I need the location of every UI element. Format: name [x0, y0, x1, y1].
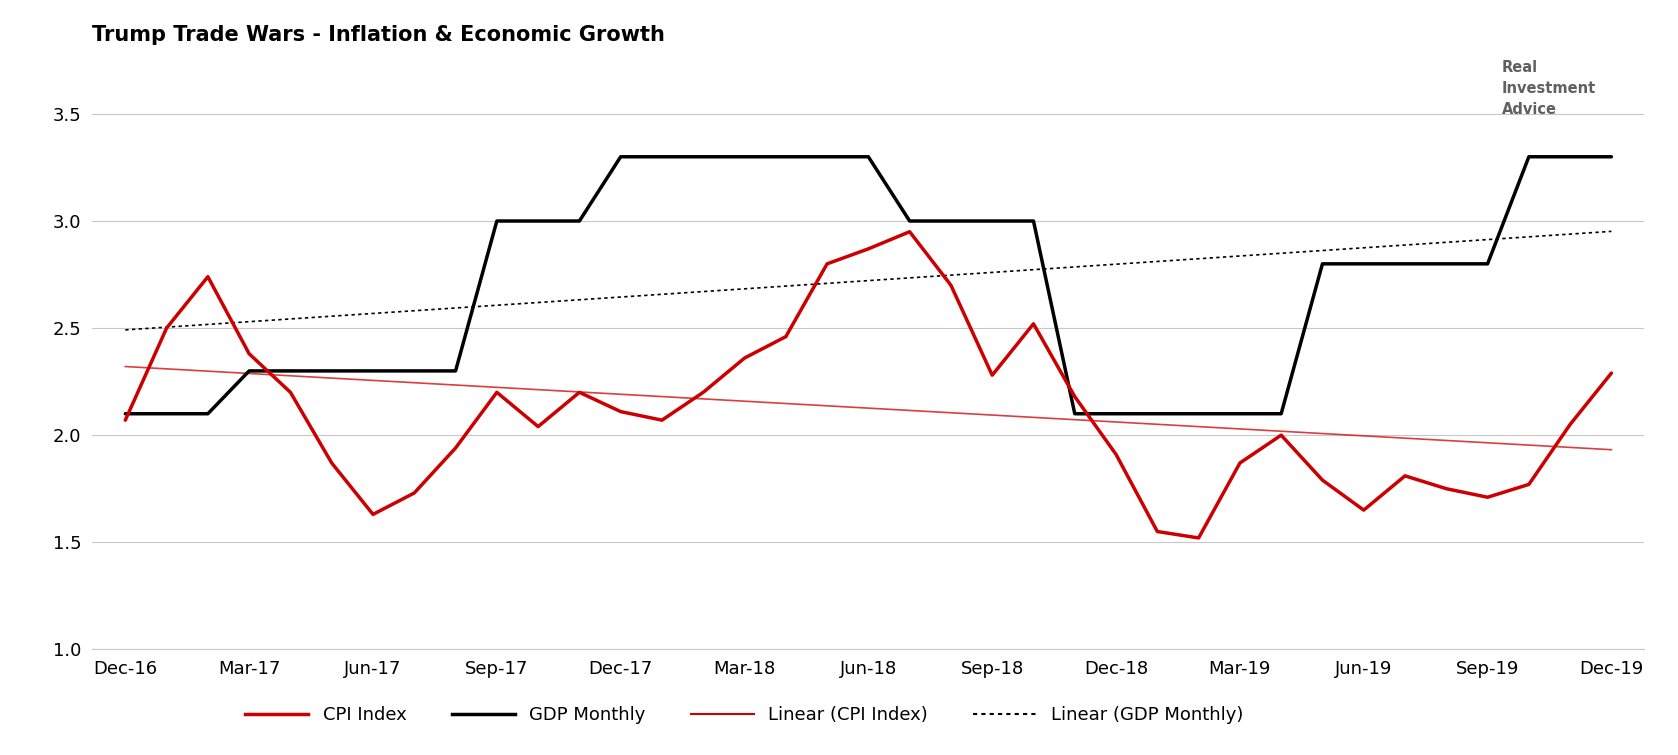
GDP Monthly [775, 153, 795, 162]
GDP Monthly [899, 217, 920, 226]
CPI Index [116, 416, 136, 425]
CPI Index [1106, 450, 1126, 459]
GDP Monthly [445, 366, 465, 375]
CPI Index [1436, 484, 1457, 493]
GDP Monthly [1519, 153, 1539, 162]
Line: CPI Index: CPI Index [126, 232, 1611, 538]
CPI Index [1148, 527, 1168, 536]
CPI Index [1478, 493, 1498, 502]
GDP Monthly [611, 153, 631, 162]
CPI Index [362, 510, 383, 519]
CPI Index [693, 388, 713, 397]
CPI Index [817, 259, 837, 268]
GDP Monthly [238, 366, 258, 375]
CPI Index [1272, 430, 1292, 439]
GDP Monthly [817, 153, 837, 162]
GDP Monthly [982, 217, 1002, 226]
CPI Index [651, 416, 671, 425]
GDP Monthly [569, 217, 589, 226]
CPI Index [1312, 476, 1332, 485]
GDP Monthly [735, 153, 755, 162]
CPI Index [404, 488, 425, 498]
GDP Monthly [1478, 259, 1498, 268]
GDP Monthly [1354, 259, 1374, 268]
GDP Monthly [1230, 409, 1250, 418]
CPI Index [859, 245, 879, 254]
CPI Index [1601, 368, 1621, 378]
CPI Index [198, 272, 218, 281]
CPI Index [238, 350, 258, 359]
GDP Monthly [1148, 409, 1168, 418]
CPI Index [1519, 480, 1539, 489]
CPI Index [445, 443, 465, 452]
CPI Index [1394, 471, 1415, 480]
Legend: CPI Index, GDP Monthly, Linear (CPI Index), Linear (GDP Monthly): CPI Index, GDP Monthly, Linear (CPI Inde… [238, 699, 1250, 732]
CPI Index [1188, 534, 1208, 543]
GDP Monthly [529, 217, 549, 226]
CPI Index [1066, 392, 1086, 401]
GDP Monthly [487, 217, 507, 226]
GDP Monthly [404, 366, 425, 375]
CPI Index [569, 388, 589, 397]
GDP Monthly [280, 366, 300, 375]
CPI Index [1561, 420, 1581, 429]
CPI Index [899, 227, 920, 236]
GDP Monthly [1312, 259, 1332, 268]
GDP Monthly [1272, 409, 1292, 418]
CPI Index [982, 371, 1002, 380]
GDP Monthly [1188, 409, 1208, 418]
GDP Monthly [1601, 153, 1621, 162]
Text: Trump Trade Wars - Inflation & Economic Growth: Trump Trade Wars - Inflation & Economic … [92, 25, 664, 45]
GDP Monthly [1024, 217, 1044, 226]
CPI Index [487, 388, 507, 397]
GDP Monthly [198, 409, 218, 418]
CPI Index [529, 422, 549, 431]
GDP Monthly [859, 153, 879, 162]
GDP Monthly [1106, 409, 1126, 418]
CPI Index [735, 353, 755, 362]
GDP Monthly [116, 409, 136, 418]
GDP Monthly [693, 153, 713, 162]
CPI Index [1354, 506, 1374, 515]
GDP Monthly [1436, 259, 1457, 268]
CPI Index [322, 458, 342, 467]
Line: GDP Monthly: GDP Monthly [126, 157, 1611, 414]
GDP Monthly [1394, 259, 1415, 268]
CPI Index [1230, 458, 1250, 467]
GDP Monthly [941, 217, 961, 226]
GDP Monthly [1066, 409, 1086, 418]
GDP Monthly [651, 153, 671, 162]
CPI Index [280, 388, 300, 397]
GDP Monthly [1561, 153, 1581, 162]
CPI Index [1024, 319, 1044, 328]
CPI Index [611, 407, 631, 416]
CPI Index [775, 332, 795, 341]
Text: Real
Investment
Advice: Real Investment Advice [1502, 60, 1596, 117]
CPI Index [941, 281, 961, 290]
CPI Index [156, 324, 176, 333]
GDP Monthly [156, 409, 176, 418]
GDP Monthly [322, 366, 342, 375]
GDP Monthly [362, 366, 383, 375]
